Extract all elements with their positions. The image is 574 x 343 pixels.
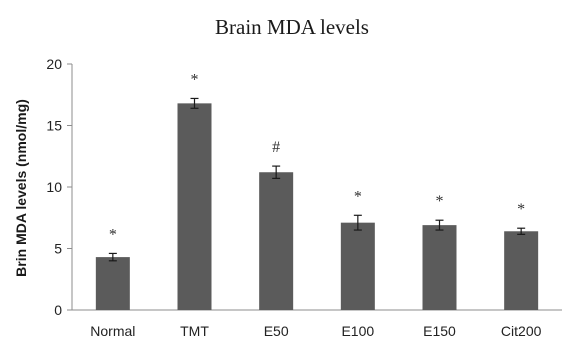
x-tick-label: Normal <box>90 323 135 339</box>
y-tick-label: 5 <box>54 241 62 257</box>
x-tick-label: E50 <box>264 323 289 339</box>
x-tick-label: Cit200 <box>501 323 542 339</box>
bar-e150 <box>422 225 457 310</box>
significance-marker: * <box>191 71 199 88</box>
y-axis-label: Brin MDA levels (nmol/mg) <box>13 99 29 277</box>
bar-cit200 <box>504 231 539 310</box>
bar-e100 <box>340 222 375 310</box>
bar-e50 <box>259 172 294 310</box>
bars-group: * Normal * TMT # E50 * E100 * E150 * Cit200 <box>90 71 541 339</box>
y-tick-label: 10 <box>46 179 62 195</box>
y-ticks: 0 5 10 15 20 <box>46 56 72 318</box>
chart-title: Brain MDA levels <box>215 15 369 39</box>
significance-marker: # <box>272 139 280 156</box>
x-tick-label: TMT <box>180 323 209 339</box>
y-tick-label: 0 <box>54 302 62 318</box>
x-tick-label: E100 <box>341 323 374 339</box>
significance-marker: * <box>436 193 444 210</box>
significance-marker: * <box>517 201 525 218</box>
x-tick-label: E150 <box>423 323 456 339</box>
bar-tmt <box>177 103 212 310</box>
bar-normal <box>95 257 130 310</box>
significance-marker: * <box>354 188 362 205</box>
y-tick-label: 20 <box>46 56 62 72</box>
y-tick-label: 15 <box>46 118 62 134</box>
significance-marker: * <box>109 226 117 243</box>
